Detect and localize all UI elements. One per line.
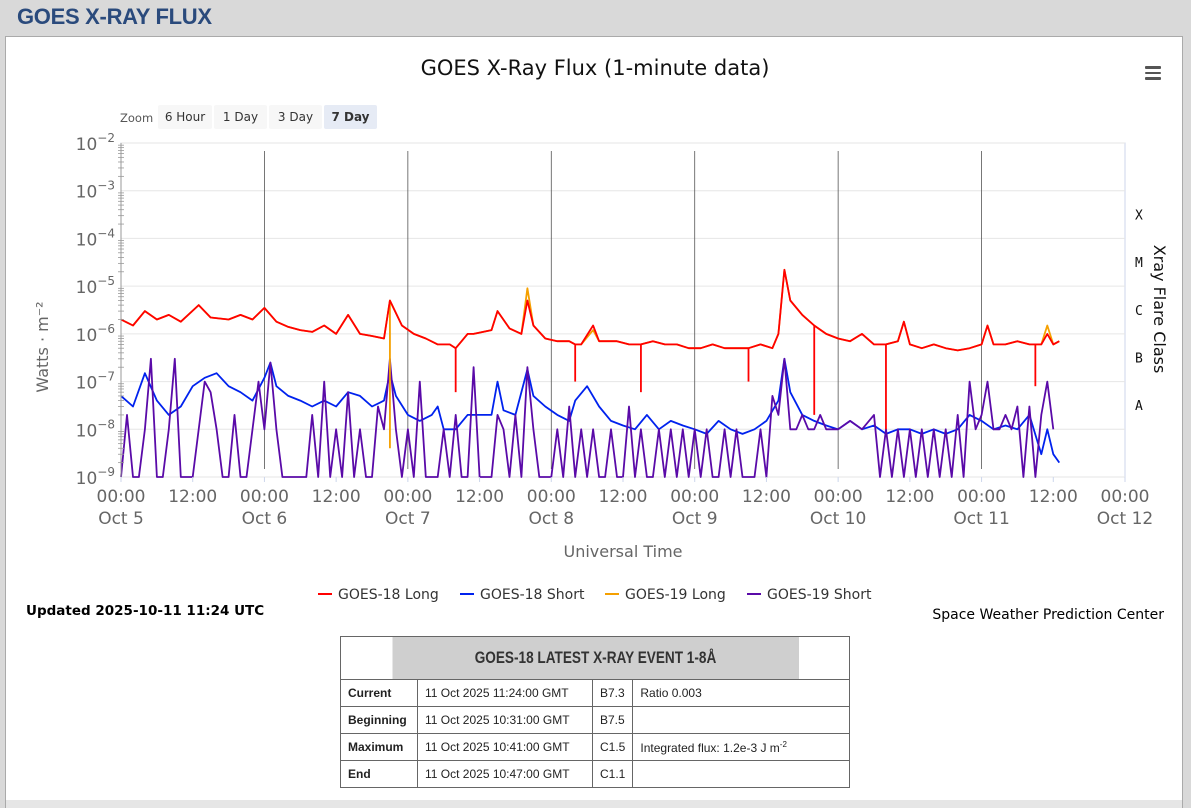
event-table: GOES-18 LATEST X-RAY EVENT 1-8Å Current … bbox=[340, 636, 850, 788]
event-time: 11 Oct 2025 10:31:00 GMT bbox=[417, 706, 593, 734]
event-note bbox=[632, 706, 850, 734]
x-tick-date: Oct 10 bbox=[810, 509, 866, 529]
y-tick-label: 10−2 bbox=[76, 131, 115, 155]
series-line-goes-19-short bbox=[120, 357, 1055, 478]
zoom-button-label[interactable]: 7 Day bbox=[331, 110, 369, 124]
zoom-button-label[interactable]: 6 Hour bbox=[165, 110, 205, 124]
y-tick-label: 10−3 bbox=[76, 179, 115, 203]
flare-class-label: M bbox=[1135, 256, 1143, 271]
table-row: Maximum 11 Oct 2025 10:41:00 GMT C1.5 In… bbox=[340, 733, 850, 761]
y-tick-label: 10−4 bbox=[76, 226, 115, 250]
x-tick-time: 12:00 bbox=[885, 487, 934, 507]
chart-panel: GOES X-Ray Flux (1-minute data) Zoom 6 H… bbox=[5, 36, 1183, 808]
chart-axes: 10−210−310−410−510−610−710−810−900:00Oct… bbox=[76, 131, 1154, 529]
event-note-text: Integrated flux: 1.2e-3 J m bbox=[640, 740, 780, 755]
chart-title: GOES X-Ray Flux (1-minute data) bbox=[421, 56, 770, 80]
x-tick-date: Oct 7 bbox=[385, 509, 431, 529]
x-tick-time: 00:00 bbox=[240, 487, 289, 507]
chart-legend: GOES-18 Long GOES-18 Short GOES-19 Long GOE… bbox=[318, 587, 872, 603]
updated-timestamp: Updated 2025-10-11 11:24 UTC bbox=[26, 603, 265, 619]
x-tick-time: 00:00 bbox=[97, 487, 146, 507]
x-tick-date: Oct 5 bbox=[98, 509, 144, 529]
x-tick-time: 12:00 bbox=[599, 487, 648, 507]
zoom-button-1-day[interactable] bbox=[214, 105, 267, 129]
event-note bbox=[632, 760, 850, 788]
credit-text: Space Weather Prediction Center bbox=[932, 607, 1164, 623]
page-title: GOES X-RAY FLUX bbox=[17, 4, 212, 29]
table-row: Current 11 Oct 2025 11:24:00 GMT B7.3 Ra… bbox=[340, 679, 850, 707]
event-label: Current bbox=[340, 679, 418, 707]
chart-menu-icon[interactable] bbox=[1145, 63, 1161, 83]
event-class: C1.5 bbox=[591, 733, 634, 761]
x-axis-label: Universal Time bbox=[563, 542, 682, 561]
legend-item: GOES-18 Long bbox=[338, 587, 439, 603]
y2-axis-label: Xray Flare Class bbox=[1150, 245, 1169, 374]
y-axis-label: Watts · m⁻² bbox=[33, 301, 52, 392]
x-tick-time: 00:00 bbox=[1101, 487, 1150, 507]
legend-item: GOES-19 Short bbox=[767, 587, 872, 603]
y-tick-label: 10−6 bbox=[76, 322, 115, 346]
event-note: Integrated flux: 1.2e-3 J m-2 bbox=[632, 733, 850, 761]
x-tick-time: 00:00 bbox=[814, 487, 863, 507]
event-time: 11 Oct 2025 11:24:00 GMT bbox=[417, 679, 593, 707]
flare-class-label: A bbox=[1135, 399, 1143, 414]
series-line-goes-18-short bbox=[120, 357, 1061, 464]
event-time: 11 Oct 2025 10:47:00 GMT bbox=[417, 760, 593, 788]
x-tick-time: 00:00 bbox=[957, 487, 1006, 507]
y-tick-label: 10−8 bbox=[76, 417, 115, 441]
event-time: 11 Oct 2025 10:41:00 GMT bbox=[417, 733, 593, 761]
x-tick-time: 12:00 bbox=[312, 487, 361, 507]
zoom-button-7-day[interactable] bbox=[324, 105, 377, 129]
event-note-sup: -2 bbox=[779, 739, 787, 749]
series-line-goes-18-long bbox=[120, 268, 1060, 352]
zoom-button-6-hour[interactable] bbox=[158, 105, 212, 129]
event-class: B7.3 bbox=[591, 679, 634, 707]
event-class: B7.5 bbox=[591, 706, 634, 734]
x-tick-date: Oct 8 bbox=[528, 509, 574, 529]
x-tick-date: Oct 9 bbox=[672, 509, 718, 529]
event-class: C1.1 bbox=[591, 760, 634, 788]
zoom-button-3-day[interactable] bbox=[269, 105, 322, 129]
x-tick-time: 12:00 bbox=[742, 487, 791, 507]
event-label: End bbox=[340, 760, 418, 788]
x-tick-date: Oct 12 bbox=[1097, 509, 1153, 529]
legend-item: GOES-19 Long bbox=[625, 587, 726, 603]
xray-flux-chart: GOES X-Ray Flux (1-minute data) Zoom 6 H… bbox=[33, 56, 1169, 603]
event-label: Maximum bbox=[340, 733, 418, 761]
zoom-button-label[interactable]: 3 Day bbox=[278, 110, 313, 124]
x-tick-time: 00:00 bbox=[670, 487, 719, 507]
event-note: Ratio 0.003 bbox=[632, 679, 850, 707]
zoom-label: Zoom bbox=[120, 111, 153, 125]
table-row: End 11 Oct 2025 10:47:00 GMT C1.1 bbox=[340, 760, 850, 788]
legend-item: GOES-18 Short bbox=[480, 587, 585, 603]
y-tick-label: 10−7 bbox=[76, 370, 115, 394]
horizontal-scrollbar[interactable] bbox=[6, 800, 1182, 808]
flare-class-label: C bbox=[1135, 304, 1143, 319]
event-table-header: GOES-18 LATEST X-RAY EVENT 1-8Å bbox=[390, 636, 799, 680]
x-tick-time: 00:00 bbox=[383, 487, 432, 507]
x-tick-time: 12:00 bbox=[455, 487, 504, 507]
flare-class-label: B bbox=[1135, 351, 1143, 366]
chart-series bbox=[120, 268, 1061, 478]
zoom-controls: 6 Hour 1 Day 3 Day 7 Day bbox=[158, 105, 377, 129]
x-tick-time: 00:00 bbox=[527, 487, 576, 507]
x-tick-date: Oct 11 bbox=[953, 509, 1009, 529]
x-tick-date: Oct 6 bbox=[242, 509, 288, 529]
x-tick-time: 12:00 bbox=[1029, 487, 1078, 507]
table-row: Beginning 11 Oct 2025 10:31:00 GMT B7.5 bbox=[340, 706, 850, 734]
zoom-button-label[interactable]: 1 Day bbox=[223, 110, 258, 124]
y-tick-label: 10−9 bbox=[76, 465, 115, 489]
x-tick-time: 12:00 bbox=[168, 487, 217, 507]
y-tick-label: 10−5 bbox=[76, 274, 115, 298]
event-label: Beginning bbox=[340, 706, 418, 734]
page-header: GOES X-RAY FLUX bbox=[0, 0, 1191, 36]
flare-class-label: X bbox=[1135, 208, 1143, 223]
